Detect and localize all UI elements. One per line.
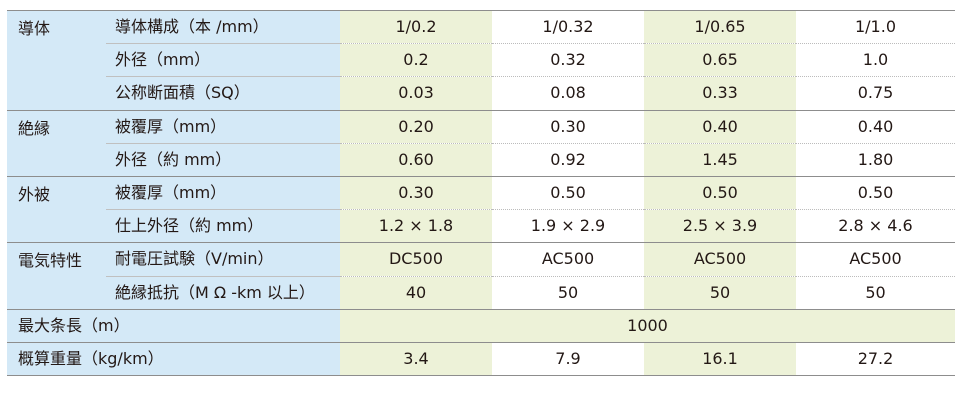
row-label: 被覆厚（mm）: [106, 175, 340, 210]
table-row: 導体 導体構成（本 /mm） 1/0.2 1/0.32 1/0.65 1/1.0: [7, 9, 955, 111]
row-label: 公称断面積（SQ）: [106, 76, 340, 111]
cell-value: 40: [340, 275, 492, 310]
cell-value: 1.0: [796, 43, 955, 77]
cell-value: 0.92: [492, 142, 644, 177]
row-label: 仕上外径（約 mm）: [106, 209, 340, 243]
cell-value: 0.50: [796, 175, 955, 210]
table-row: 最大条長（m） 1000: [7, 308, 955, 343]
table-row: 外径（mm） 0.2 0.32 0.65 1.0: [7, 43, 955, 77]
cell-value: 1/0.32: [492, 9, 644, 44]
cell-value: 2.5 × 3.9: [644, 209, 796, 243]
cell-value: 3.4: [340, 341, 492, 377]
cell-value: 27.2: [796, 341, 955, 377]
cell-value: 0.40: [796, 109, 955, 144]
cell-value: DC500: [340, 242, 492, 276]
cell-value: 50: [492, 275, 644, 310]
cell-value: 0.50: [492, 175, 644, 210]
cell-value: 1/0.65: [644, 9, 796, 44]
cell-value: AC500: [492, 242, 644, 276]
row-label: 外径（約 mm）: [106, 142, 340, 177]
row-label: 導体構成（本 /mm）: [106, 9, 340, 44]
cell-value: 1.80: [796, 142, 955, 177]
max-length-value: 1000: [340, 308, 955, 343]
row-label: 絶縁抵抗（M Ω -km 以上）: [106, 275, 340, 310]
cell-value: 1/0.2: [340, 9, 492, 44]
row-label: 被覆厚（mm）: [106, 109, 340, 144]
row-label: 外径（mm）: [106, 43, 340, 77]
table-row: 電気特性 耐電圧試験（V/min） DC500 AC500 AC500 AC50…: [7, 242, 955, 310]
cell-value: 0.03: [340, 76, 492, 111]
cell-value: 0.33: [644, 76, 796, 111]
category-conductor: 導体: [7, 10, 106, 111]
cell-value: 0.40: [644, 109, 796, 144]
table-row: 概算重量（kg/km） 3.4 7.9 16.1 27.2: [7, 341, 955, 377]
cell-value: 0.50: [644, 175, 796, 210]
cell-value: 50: [644, 275, 796, 310]
cell-value: 1/1.0: [796, 9, 955, 44]
table-row: 絶縁抵抗（M Ω -km 以上） 40 50 50 50: [7, 275, 955, 310]
cell-value: 0.20: [340, 109, 492, 144]
cell-value: AC500: [644, 242, 796, 276]
cell-value: 16.1: [644, 341, 796, 377]
row-label: 耐電圧試験（V/min）: [106, 242, 340, 276]
cable-spec-table: 導体 導体構成（本 /mm） 1/0.2 1/0.32 1/0.65 1/1.0…: [7, 9, 955, 377]
table-row: 絶縁 被覆厚（mm） 0.20 0.30 0.40 0.40: [7, 109, 955, 177]
cell-value: 7.9: [492, 341, 644, 377]
cell-value: 1.9 × 2.9: [492, 209, 644, 243]
cell-value: 0.30: [492, 109, 644, 144]
table-row: 公称断面積（SQ） 0.03 0.08 0.33 0.75: [7, 76, 955, 111]
cell-value: 0.2: [340, 43, 492, 77]
cell-value: 50: [796, 275, 955, 310]
cell-value: 0.08: [492, 76, 644, 111]
category-electrical: 電気特性: [7, 242, 106, 310]
cell-value: 1.45: [644, 142, 796, 177]
cell-value: 0.65: [644, 43, 796, 77]
table-row: 仕上外径（約 mm） 1.2 × 1.8 1.9 × 2.9 2.5 × 3.9…: [7, 209, 955, 243]
category-weight: 概算重量（kg/km）: [7, 341, 340, 377]
cell-value: 0.32: [492, 43, 644, 77]
table-row: 外径（約 mm） 0.60 0.92 1.45 1.80: [7, 142, 955, 177]
cell-value: 0.60: [340, 142, 492, 177]
cell-value: 2.8 × 4.6: [796, 209, 955, 243]
cell-value: 0.75: [796, 76, 955, 111]
category-insulation: 絶縁: [7, 109, 106, 177]
category-sheath: 外被: [7, 175, 106, 243]
category-max-length: 最大条長（m）: [7, 308, 340, 343]
cell-value: AC500: [796, 242, 955, 276]
cell-value: 1.2 × 1.8: [340, 209, 492, 243]
table-row: 外被 被覆厚（mm） 0.30 0.50 0.50 0.50: [7, 175, 955, 243]
cell-value: 0.30: [340, 175, 492, 210]
